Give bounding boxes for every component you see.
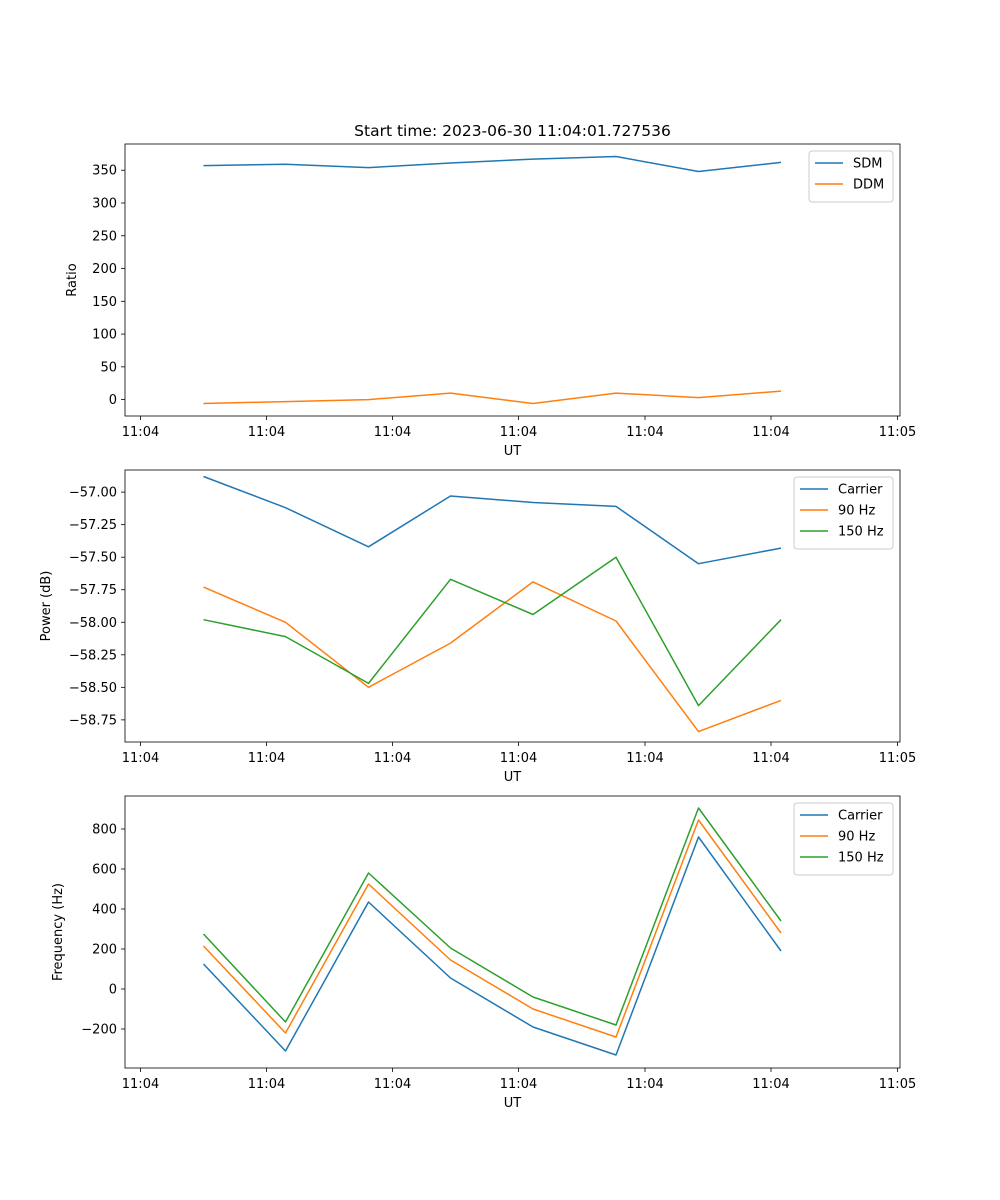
x-tick-label: 11:04	[626, 751, 663, 766]
x-tick-label: 11:04	[500, 425, 537, 440]
y-tick-label: 300	[92, 196, 117, 211]
y-tick-label: 0	[109, 983, 117, 998]
y-tick-label: 150	[92, 295, 117, 310]
series-line-ddm	[203, 390, 782, 405]
x-tick-label: 11:05	[879, 1077, 916, 1092]
y-tick-label: 0	[109, 393, 117, 408]
y-tick-label: −58.50	[69, 681, 117, 696]
frequency-panel: 11:04 11:04 11:04 11:04 11:04 11:04 11:05 −200 0…	[51, 795, 916, 1111]
y-tick-label: −57.25	[69, 518, 117, 533]
y-tick-label: −58.00	[69, 616, 117, 631]
power-panel: 11:04 11:04 11:04 11:04 11:04 11:04 11:05 −58.7…	[39, 469, 916, 785]
x-tick-label: 11:04	[374, 1077, 411, 1092]
x-axis-label: UT	[504, 1096, 522, 1111]
x-tick-label: 11:04	[248, 425, 285, 440]
legend-label: Carrier	[838, 483, 883, 498]
x-tick-label: 11:04	[500, 751, 537, 766]
y-tick-label: 100	[92, 328, 117, 343]
legend-label: 150 Hz	[838, 525, 884, 540]
x-tick-label: 11:04	[752, 425, 789, 440]
legend-label: SDM	[853, 157, 882, 172]
axes-frame	[124, 143, 901, 417]
x-tick-label: 11:05	[879, 425, 916, 440]
series-line-150-hz	[202, 807, 782, 1026]
ratio-panel: 11:04 11:04 11:04 11:04 11:04 11:04 11:05 0 50 10…	[65, 143, 916, 459]
axes-frame	[124, 469, 901, 743]
y-axis-label: Power (dB)	[39, 571, 54, 642]
figure-title: Start time: 2023-06-30 11:04:01.727536	[354, 122, 671, 140]
x-tick-label: 11:04	[248, 751, 285, 766]
y-tick-label: 250	[92, 229, 117, 244]
y-tick-label: −200	[81, 1023, 117, 1038]
series-line-90-hz	[202, 819, 782, 1038]
y-tick-label: 400	[92, 903, 117, 918]
y-tick-label: −57.00	[69, 486, 117, 501]
y-axis-label: Ratio	[65, 263, 80, 296]
series-line-90-hz	[203, 581, 782, 733]
y-tick-label: 600	[92, 863, 117, 878]
series-line-carrier	[203, 475, 782, 565]
y-tick-label: 350	[92, 164, 117, 179]
y-tick-label: 200	[92, 262, 117, 277]
y-tick-label: −58.75	[69, 713, 117, 728]
x-tick-label: 11:04	[752, 1077, 789, 1092]
x-axis-label: UT	[504, 770, 522, 785]
x-tick-label: 11:04	[626, 1077, 663, 1092]
legend-label: Carrier	[838, 809, 883, 824]
series-line-sdm	[203, 155, 782, 173]
x-tick-label: 11:04	[752, 751, 789, 766]
x-tick-label: 11:04	[374, 751, 411, 766]
legend-label: 150 Hz	[838, 851, 884, 866]
y-tick-label: 800	[92, 823, 117, 838]
x-tick-label: 11:05	[879, 751, 916, 766]
x-tick-label: 11:04	[248, 1077, 285, 1092]
y-tick-label: 50	[100, 360, 117, 375]
legend-label: 90 Hz	[838, 830, 875, 845]
x-tick-label: 11:04	[500, 1077, 537, 1092]
x-tick-label: 11:04	[122, 1077, 159, 1092]
series-line-carrier	[202, 836, 782, 1056]
y-tick-label: −57.50	[69, 551, 117, 566]
x-tick-label: 11:04	[122, 425, 159, 440]
y-axis-label: Frequency (Hz)	[51, 883, 66, 981]
legend-label: 90 Hz	[838, 504, 875, 519]
x-tick-label: 11:04	[626, 425, 663, 440]
y-tick-label: 200	[92, 943, 117, 958]
y-tick-label: −57.75	[69, 583, 117, 598]
x-tick-label: 11:04	[374, 425, 411, 440]
axes-frame	[124, 795, 901, 1069]
y-tick-label: −58.25	[69, 648, 117, 663]
legend-label: DDM	[853, 178, 884, 193]
x-tick-label: 11:04	[122, 751, 159, 766]
x-axis-label: UT	[504, 444, 522, 459]
series-line-150-hz	[203, 556, 782, 707]
